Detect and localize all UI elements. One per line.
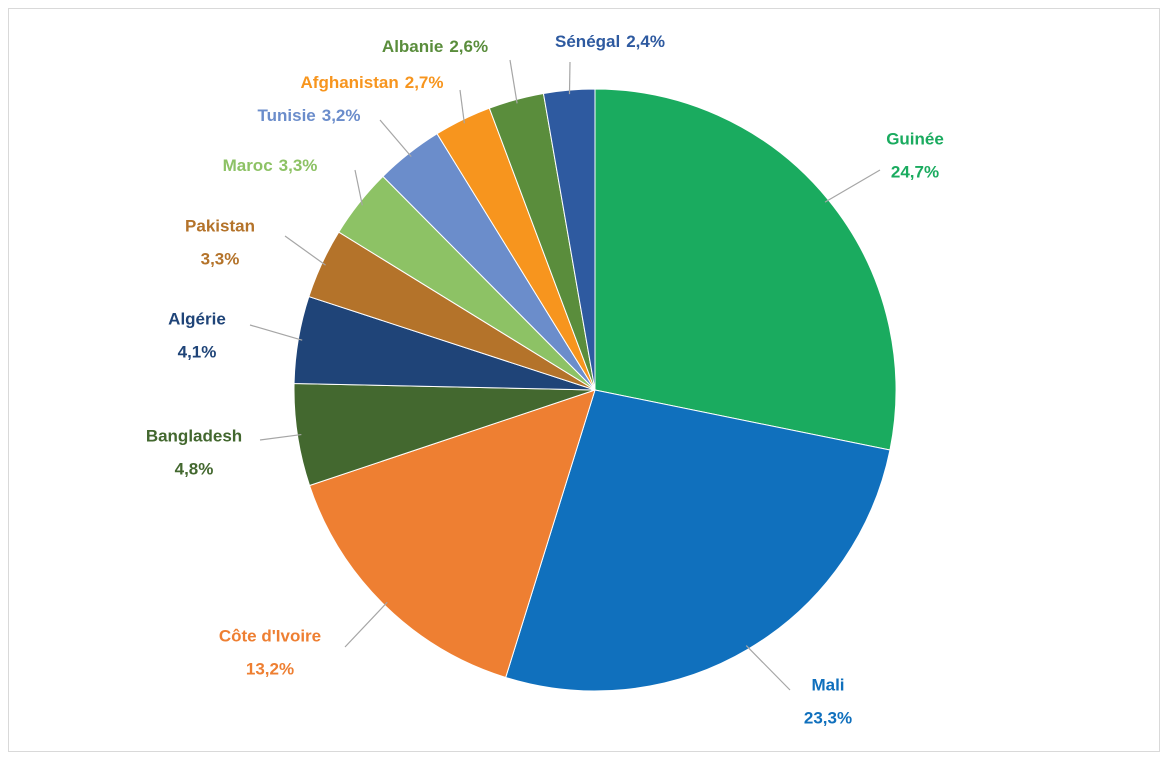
slice-value-label: 2,4% [626,32,665,51]
slice-label: Guinée [886,129,944,148]
slice-value-label: 24,7% [891,162,939,181]
leader-line [568,61,571,95]
slice-name: Sénégal [555,32,620,51]
slice-value-label: 23,3% [804,708,852,727]
leader-line [745,645,791,691]
slice-name: Tunisie [258,106,316,125]
pie-slice [505,389,891,692]
leader-line [824,169,881,203]
slice-value-label: 4,1% [178,342,217,361]
slice-label: Tunisie 3,2% [258,106,361,125]
slice-value-label: 2,6% [449,37,488,56]
slice-label: Mali [811,675,844,694]
slice-label: Bangladesh [146,426,242,445]
slice-value-label: 2,7% [405,73,444,92]
pie-slice [594,88,897,451]
slice-label: Algérie [168,309,226,328]
slice-label: Maroc 3,3% [223,156,318,175]
leader-line [259,433,302,441]
slice-label: Albanie 2,6% [382,37,488,56]
slice-label: Afghanistan 2,7% [301,73,444,92]
slice-value-label: 3,2% [322,106,361,125]
slice-value-label: 3,3% [279,156,318,175]
slice-value-label: 13,2% [246,659,294,678]
leader-line [344,601,388,648]
slice-label: Sénégal 2,4% [555,32,665,51]
slice-name: Albanie [382,37,443,56]
leader-line [379,119,412,158]
slice-value-label: 3,3% [201,249,240,268]
leader-line [459,89,465,124]
slice-name: Afghanistan [301,73,399,92]
leader-line [284,235,326,266]
leader-line [509,59,518,104]
slice-label: Côte d'Ivoire [219,626,321,645]
slice-value-label: 4,8% [175,459,214,478]
leader-line [249,324,303,341]
slice-name: Maroc [223,156,273,175]
leader-line [354,169,363,206]
slice-label: Pakistan [185,216,255,235]
